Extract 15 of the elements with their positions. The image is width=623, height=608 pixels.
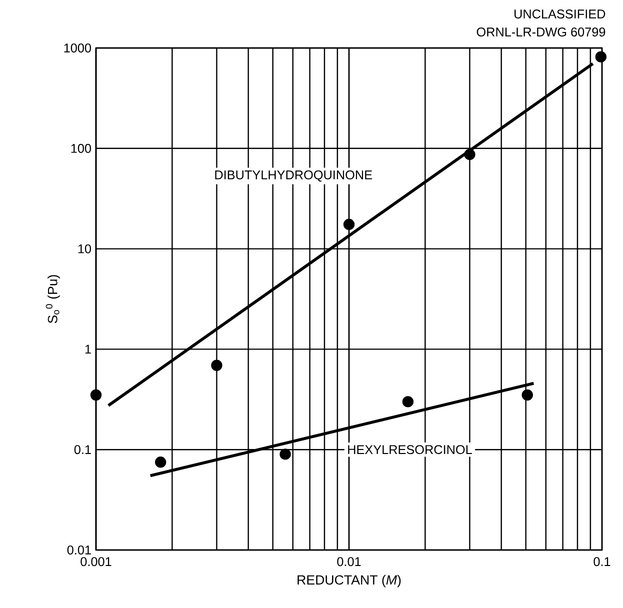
x-axis-title: REDUCTANT (M) — [298, 574, 401, 588]
text: UNCLASSIFIED — [514, 10, 606, 18]
y-tick-label: 1000 — [64, 44, 91, 52]
x-tick-label: 0.1 — [594, 557, 610, 566]
y-axis-title: S$_{o}$$^{0}$ (Pu) — [46, 275, 60, 324]
text: ORNL-LR-DWG 60799 — [476, 28, 606, 36]
y-tick-label: 1 — [85, 344, 91, 354]
annotation: DIBUTYLHYDROQUINONE — [215, 170, 372, 182]
x-tick-label: 0.001 — [80, 557, 112, 566]
annotation: HEXYLRESORCINOL — [348, 445, 472, 454]
y-tick-label: 0.1 — [74, 445, 91, 454]
x-tick-label: 0.01 — [337, 557, 361, 566]
y-tick-label: 100 — [71, 144, 92, 153]
y-tick-label: 10 — [78, 244, 92, 254]
y-tick-label: 0.01 — [67, 546, 91, 554]
